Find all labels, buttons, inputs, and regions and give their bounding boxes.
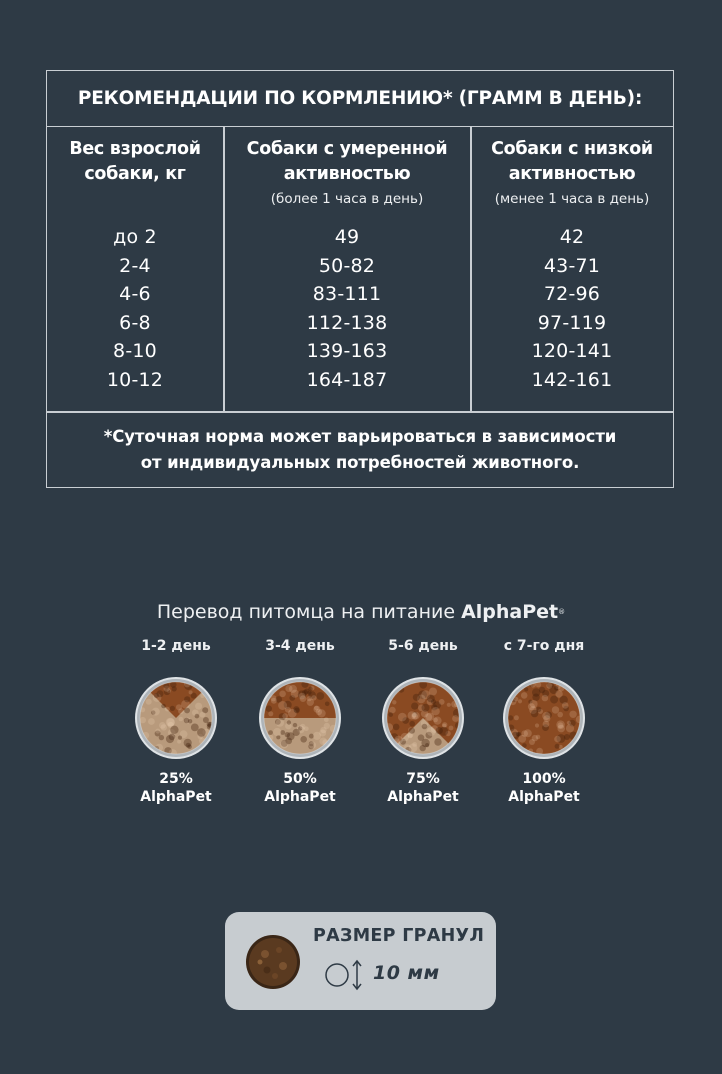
stage-percent: 25% AlphaPet [140, 771, 212, 805]
table-cell: 50-82 [318, 254, 376, 277]
column-header: Вес взрослой собаки, кг [69, 139, 201, 184]
kibble-size-title: РАЗМЕР ГРАНУЛ [313, 926, 485, 946]
transition-stage: 3-4 день 50% AlphaPet [240, 636, 360, 806]
column-header: Собаки с низкой активностью [491, 139, 653, 184]
stage-day: 1-2 день [141, 638, 211, 654]
table-cell: 6-8 [119, 311, 151, 334]
stage-day: с 7-го дня [503, 638, 585, 654]
table-cell: 83-111 [312, 283, 382, 306]
feeding-footnote: *Суточная норма может варьироваться в за… [103, 427, 617, 472]
stage-percent: 50% AlphaPet [264, 771, 336, 805]
table-cell: 97-119 [537, 311, 607, 334]
column-values: до 2 2-4 4-6 6-8 8-10 10-12 [47, 223, 223, 395]
table-cell: 49 [334, 226, 360, 248]
table-cell: 164-187 [306, 368, 388, 391]
food-bowl-icon [259, 677, 341, 759]
table-divider [223, 127, 225, 412]
table-cell: 72-96 [543, 283, 601, 306]
transition-title: Перевод питомца на питание AlphaPet® [156, 601, 566, 623]
stage-day: 5-6 день [388, 638, 458, 654]
column-values: 42 43-71 72-96 97-119 120-141 142-161 [471, 223, 673, 395]
table-divider [470, 127, 472, 412]
brand-mark: ® [558, 608, 566, 616]
table-cell: до 2 [113, 226, 157, 248]
table-divider [47, 411, 673, 413]
table-cell: 139-163 [306, 340, 388, 363]
moderate-activity-column: Собаки с умеренной активностью (более 1 … [224, 127, 470, 411]
table-cell: 142-161 [531, 368, 613, 391]
food-bowl-icon [503, 677, 585, 759]
table-cell: 120-141 [531, 340, 613, 363]
weight-column: Вес взрослой собаки, кг до 2 2-4 4-6 6-8… [47, 127, 223, 411]
low-activity-column: Собаки с низкой активностью (менее 1 час… [471, 127, 673, 411]
column-values: 49 50-82 83-111 112-138 139-163 164-187 [224, 223, 470, 395]
transition-stage: с 7-го дня 100% AlphaPet [484, 636, 604, 806]
stage-percent: 100% AlphaPet [508, 771, 580, 805]
stage-day: 3-4 день [265, 638, 335, 654]
feeding-table: РЕКОМЕНДАЦИИ ПО КОРМЛЕНИЮ* (ГРАММ В ДЕНЬ… [46, 70, 674, 488]
brand-name: AlphaPet [461, 601, 559, 623]
table-cell: 2-4 [119, 254, 151, 277]
kibble-icon [246, 935, 300, 989]
food-bowl-icon [135, 677, 217, 759]
table-cell: 42 [559, 226, 585, 248]
table-cell: 8-10 [113, 340, 157, 363]
table-cell: 10-12 [106, 368, 164, 391]
kibble-size-value: 10 мм [373, 962, 440, 984]
table-cell: 43-71 [543, 254, 601, 277]
kibble-diameter-icon [325, 959, 362, 991]
column-header: Собаки с умеренной активностью [246, 139, 448, 184]
transition-stage: 1-2 день 25% AlphaPet [116, 636, 236, 806]
column-subheader: (менее 1 часа в день) [494, 191, 650, 207]
feeding-table-title: РЕКОМЕНДАЦИИ ПО КОРМЛЕНИЮ* (ГРАММ В ДЕНЬ… [47, 71, 673, 127]
transition-stage: 5-6 день 75% AlphaPet [363, 636, 483, 806]
food-bowl-icon [382, 677, 464, 759]
kibble-size-card: РАЗМЕР ГРАНУЛ 10 мм [225, 912, 496, 1010]
stage-percent: 75% AlphaPet [387, 771, 459, 805]
column-subheader: (более 1 часа в день) [270, 191, 424, 207]
table-cell: 4-6 [119, 283, 151, 306]
table-cell: 112-138 [306, 311, 388, 334]
